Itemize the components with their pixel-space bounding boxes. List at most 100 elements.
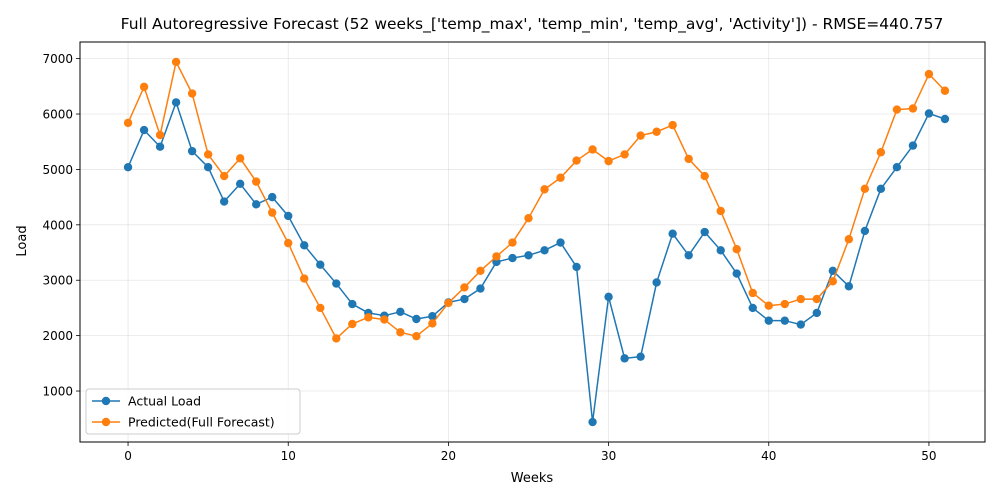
data-point [700,171,709,181]
data-point [604,156,613,166]
y-tick-label: 3000 [42,274,73,288]
data-point [284,238,293,248]
data-point [251,200,261,209]
data-point [139,125,149,135]
data-point [348,299,357,309]
data-point [604,292,613,302]
data-point [588,145,597,154]
y-tick-label: 6000 [42,108,73,122]
data-point [940,86,950,95]
data-point [892,105,902,114]
data-point [428,319,437,328]
data-point [764,316,773,325]
data-point [235,179,245,189]
data-point [892,163,902,172]
data-point [460,294,469,304]
data-point [219,171,229,181]
y-tick-label: 7000 [42,52,73,66]
series-layer [123,57,950,427]
chart-title: Full Autoregressive Forecast (52 weeks_[… [121,15,944,34]
data-point [332,279,341,288]
data-point [652,278,661,287]
data-point [171,98,181,107]
data-point [396,307,405,317]
data-point [684,154,693,164]
data-point [796,320,805,329]
data-point [748,288,757,298]
data-point [412,314,421,324]
data-point [155,142,165,151]
data-point [620,354,629,363]
data-point [524,251,533,260]
data-point [316,260,325,269]
data-point [924,109,934,118]
data-point [668,120,677,130]
legend-label: Predicted(Full Forecast) [128,415,275,430]
data-point [556,238,565,247]
grid-lines [80,42,985,442]
x-tick-label: 10 [281,449,296,463]
data-point [620,150,629,159]
y-tick-label: 2000 [42,329,73,343]
data-point [540,246,549,255]
data-point [716,206,725,216]
data-point [332,334,341,343]
data-point [588,417,597,427]
data-point [364,313,373,322]
data-point [732,269,741,278]
data-point [828,266,838,276]
legend-box [85,388,301,435]
data-point [860,184,870,194]
data-point [123,163,133,172]
data-point [508,253,517,263]
data-point [444,298,453,308]
data-point [812,308,822,318]
data-point [171,57,181,67]
data-point [524,213,533,223]
y-tick-label: 4000 [42,218,73,232]
data-point [780,316,789,325]
data-point [492,252,501,261]
data-point [860,226,870,236]
data-point [556,173,565,182]
data-point [876,184,886,194]
y-axis-label: Load [15,225,30,256]
y-tick-label: 5000 [42,163,73,177]
y-tick-label: 1000 [42,385,73,399]
data-point [636,131,645,140]
data-point [396,328,405,337]
data-point [844,235,854,244]
data-point [780,299,789,309]
data-point [348,319,357,329]
data-point [652,127,661,136]
data-point [940,114,950,124]
data-point [796,294,805,304]
data-point [748,303,757,313]
data-point [300,241,309,250]
data-point [924,69,934,79]
data-point [460,283,469,292]
legend-label: Actual Load [128,394,201,409]
data-point [187,146,197,156]
series-1 [123,98,950,427]
data-point [139,82,149,92]
data-point [268,208,277,217]
legend: Actual Load Predicted(Full Forecast) [85,388,301,435]
series-line [127,101,946,423]
data-point [764,301,773,310]
x-tick-label: 40 [761,449,776,463]
data-point [203,163,213,172]
x-tick-label: 0 [124,449,132,463]
x-tick-label: 30 [601,449,616,463]
data-point [316,303,325,313]
data-point [476,266,485,276]
data-point [732,245,741,254]
data-point [203,150,213,159]
data-point [251,177,261,186]
data-point [572,262,581,272]
plot-frame [79,41,986,443]
data-point [508,238,517,247]
data-point [284,211,293,221]
data-point [155,130,165,140]
